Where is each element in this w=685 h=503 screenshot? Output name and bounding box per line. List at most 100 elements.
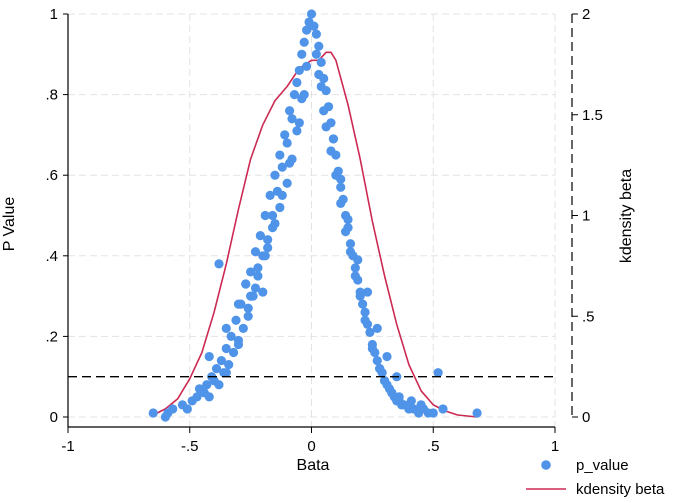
scatter-point	[263, 243, 273, 253]
gridlines	[67, 13, 556, 427]
y2-tick-label: .5	[582, 308, 595, 325]
scatter-point	[267, 210, 278, 221]
scatter-points	[148, 9, 482, 422]
scatter-point	[336, 174, 346, 184]
scatter-point	[306, 9, 317, 19]
scatter-point	[433, 368, 443, 378]
scatter-point	[277, 190, 287, 200]
y-tick-label: .8	[45, 87, 58, 104]
tick-labels: 0 .2 .4 .6 .8 1 -1 -.5 0 .5 1 0 .5 1 1.5 2	[45, 6, 602, 455]
scatter-point	[168, 404, 178, 414]
scatter-point	[302, 61, 312, 71]
x-tick-label: -.5	[181, 438, 199, 455]
y-tick-label: .6	[45, 167, 58, 184]
scatter-point	[226, 331, 236, 341]
scatter-point	[292, 126, 302, 136]
legend: p_value kdensity beta	[526, 457, 665, 498]
scatter-point	[311, 49, 321, 59]
y-tick-label: 1	[50, 6, 58, 23]
scatter-point	[336, 182, 346, 192]
scatter-point	[336, 198, 346, 209]
scatter-point	[438, 404, 448, 414]
scatter-point	[284, 158, 295, 168]
scatter-point	[394, 392, 404, 402]
scatter-point	[358, 299, 368, 309]
y-tick-label: .4	[45, 248, 58, 265]
legend-label-kdensity: kdensity beta	[576, 481, 665, 498]
legend-label-p-value: p_value	[576, 457, 629, 474]
x-axis-title: Bata	[297, 457, 330, 474]
scatter-point	[316, 57, 326, 67]
scatter-point	[365, 327, 375, 337]
scatter-point	[260, 251, 270, 261]
scatter-point	[311, 29, 321, 39]
scatter-point	[246, 267, 256, 277]
scatter-point	[250, 247, 261, 257]
scatter-point	[243, 303, 253, 313]
scatter-point	[367, 343, 377, 354]
scatter-point	[343, 214, 353, 225]
scatter-point	[263, 235, 273, 245]
scatter-point	[316, 81, 326, 92]
scatter-point	[375, 364, 385, 374]
scatter-point	[284, 106, 295, 116]
y2-axis-title: kdensity beta	[618, 169, 635, 263]
scatter-point	[297, 49, 307, 59]
scatter-point	[221, 368, 231, 378]
scatter-point	[280, 130, 290, 140]
scatter-point	[379, 376, 390, 386]
scatter-point	[253, 263, 263, 273]
scatter-point	[299, 37, 309, 47]
scatter-point	[246, 291, 256, 301]
x-tick-label: 1	[551, 438, 559, 455]
scatter-point	[282, 138, 292, 148]
scatter-point	[270, 170, 280, 180]
scatter-point	[221, 323, 231, 333]
scatter-point	[224, 360, 234, 370]
scatter-point	[202, 380, 212, 390]
scatter-point	[350, 271, 360, 281]
scatter-point	[294, 65, 304, 76]
scatter-point	[204, 392, 214, 402]
scatter-point	[382, 351, 392, 362]
y2-tick-label: 1	[582, 208, 590, 225]
scatter-point	[182, 404, 192, 414]
scatter-point	[326, 146, 336, 156]
scatter-point	[233, 335, 244, 346]
scatter-point	[250, 283, 261, 293]
scatter-point	[355, 291, 365, 301]
scatter-point	[221, 343, 231, 354]
scatter-point	[372, 355, 382, 366]
scatter-point	[148, 408, 158, 418]
scatter-point	[321, 122, 331, 132]
x-tick-label: 0	[307, 438, 315, 455]
scatter-point	[353, 255, 363, 265]
y2-tick-label: 2	[582, 6, 590, 23]
scatter-point	[253, 271, 263, 281]
scatter-point	[233, 299, 244, 309]
scatter-point	[260, 210, 270, 221]
scatter-point	[292, 77, 302, 88]
density-layer	[152, 51, 478, 418]
y2-tick-label: 0	[582, 409, 590, 426]
scatter-point	[345, 239, 356, 249]
x-tick-label: .5	[427, 438, 440, 455]
scatter-point	[287, 114, 297, 124]
scatter-point	[241, 279, 251, 289]
scatter-point	[345, 247, 356, 257]
scatter-point	[282, 178, 292, 188]
scatter-point	[416, 400, 426, 410]
y2-tick-label: 1.5	[582, 107, 603, 124]
y-tick-label: 0	[50, 409, 58, 426]
scatter-point	[387, 388, 397, 398]
scatter-point	[360, 307, 370, 317]
scatter-point	[350, 263, 360, 273]
scatter-point	[314, 69, 324, 80]
scatter-point	[362, 287, 373, 297]
scatter-point	[255, 231, 265, 241]
scatter-point	[314, 41, 324, 51]
legend-marker-p-value	[541, 460, 551, 470]
scatter-point	[309, 21, 319, 31]
